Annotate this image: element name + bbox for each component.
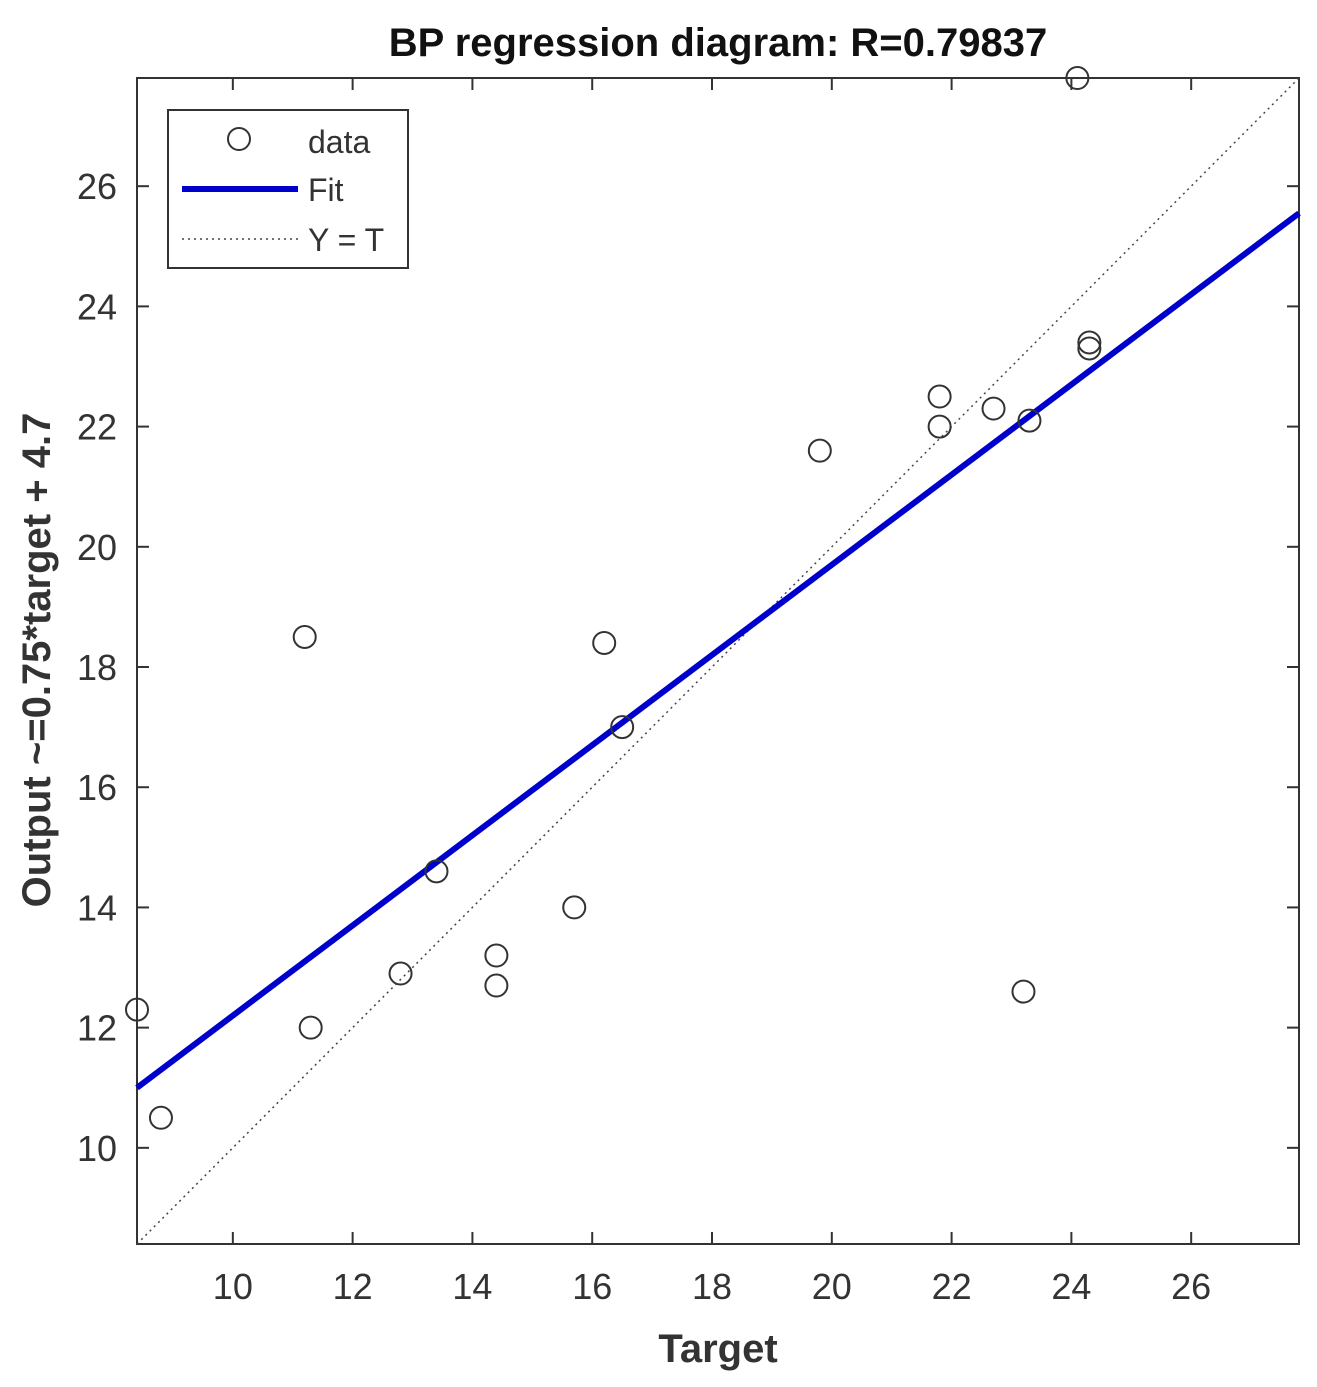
y-tick-label: 22: [77, 407, 117, 448]
y-tick-label: 12: [77, 1008, 117, 1049]
data-point: [388, 961, 413, 986]
plot-frame: [136, 77, 1300, 1245]
data-point: [484, 943, 509, 968]
data-point: [981, 396, 1006, 421]
legend-identity-label: Y = T: [308, 222, 384, 258]
y-tick-label: 10: [77, 1128, 117, 1169]
data-point: [298, 1015, 323, 1040]
data-point: [484, 973, 509, 998]
data-point: [592, 630, 617, 655]
data-point: [1017, 408, 1042, 433]
data-point: [292, 624, 317, 649]
x-tick-label: 24: [1051, 1266, 1091, 1307]
x-tick-label: 26: [1171, 1266, 1211, 1307]
series-lines: [135, 77, 1301, 1245]
y-tick-label: 26: [77, 166, 117, 207]
y-tick-label: 20: [77, 527, 117, 568]
data-point: [927, 414, 952, 439]
x-tick-label: 22: [932, 1266, 972, 1307]
x-axis-label: Target: [658, 1327, 777, 1371]
y-tick-label: 24: [77, 286, 117, 327]
legend: data Fit Y = T: [167, 109, 409, 269]
data-point: [927, 384, 952, 409]
data-points: [125, 66, 1102, 1130]
y-axis-label: Output ~=0.75*target + 4.7: [15, 413, 59, 908]
y-tick-label: 14: [77, 887, 117, 928]
legend-data-label: data: [308, 124, 370, 160]
data-point: [424, 859, 449, 884]
data-point: [1077, 330, 1102, 355]
fit-line: [135, 210, 1301, 1091]
x-tick-label: 20: [812, 1266, 852, 1307]
data-point: [125, 997, 149, 1022]
x-tick-label: 14: [452, 1266, 492, 1307]
data-point: [610, 715, 635, 740]
data-point: [807, 438, 832, 463]
x-tick-label: 18: [692, 1266, 732, 1307]
data-point: [148, 1105, 173, 1130]
data-point: [1077, 336, 1102, 361]
identity-line: [136, 77, 1300, 1245]
legend-data-marker: [227, 127, 251, 151]
legend-fit-label: Fit: [308, 172, 344, 208]
x-tick-label: 16: [572, 1266, 612, 1307]
data-point: [562, 895, 587, 920]
y-tick-label: 18: [77, 647, 117, 688]
y-tick-label: 16: [77, 767, 117, 808]
chart-title: BP regression diagram: R=0.79837: [389, 21, 1047, 65]
x-tick-label: 12: [333, 1266, 373, 1307]
plot-area: 10 12 14 16 18 20 22 24 26 10 12 14 16 18 20 22 24 26: [77, 66, 1301, 1307]
data-point: [1065, 66, 1090, 90]
data-point: [1011, 979, 1036, 1004]
x-tick-label: 10: [213, 1266, 253, 1307]
axis-ticks: 10 12 14 16 18 20 22 24 26 10 12 14 16 18 20 22 24 26: [77, 78, 1299, 1307]
